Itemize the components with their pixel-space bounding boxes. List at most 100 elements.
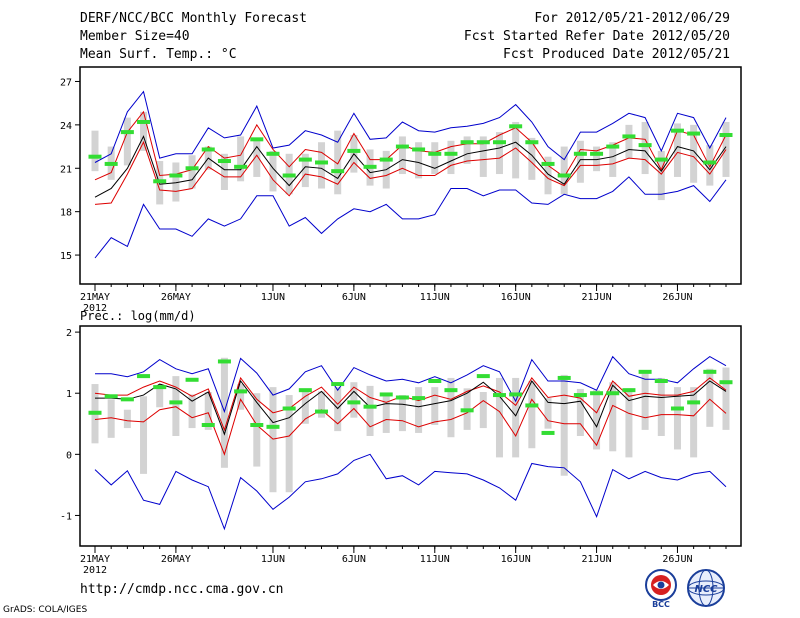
- panel-2-spread-box: [382, 393, 390, 433]
- panel-2-spread-box: [657, 377, 665, 436]
- panel-1-x-tick-label: 26MAY: [161, 292, 191, 303]
- panel-1-spread-box: [609, 142, 617, 177]
- panel-1-median-marker: [250, 137, 264, 142]
- panel-1-spread-box: [398, 136, 406, 175]
- panel-2-median-marker: [654, 379, 668, 383]
- panel-1-spread-box: [172, 162, 180, 202]
- panel-2-title: Prec.: log(mm/d): [80, 309, 196, 323]
- panel-1-median-marker: [282, 173, 296, 178]
- panel-2-spread-box: [301, 390, 309, 424]
- panel-1-median-marker: [201, 147, 215, 152]
- panel-1-spread-box: [237, 136, 245, 182]
- panel-1-x-tick-label: 6JUN: [342, 292, 366, 303]
- fcst-produced-date: Fcst Produced Date 2012/05/21: [503, 47, 730, 62]
- panel-2-series-lower: [94, 398, 727, 456]
- panel-1-spread-box: [560, 146, 568, 195]
- panel-1-x-tick-label: 11JUN: [420, 292, 450, 303]
- panel-2-spread-box: [495, 377, 503, 458]
- panel-1-spread-box: [673, 123, 681, 177]
- panel-2-median-marker: [638, 369, 652, 374]
- grads-credit: GrADS: COLA/IGES: [3, 605, 88, 615]
- panel-1-spread-box: [706, 145, 714, 186]
- panel-1-x-tick-label: 21MAY: [80, 292, 110, 303]
- panel-2-median-marker: [622, 388, 636, 393]
- panel-1-frame: [79, 66, 742, 285]
- panel-2-spread-box: [528, 381, 536, 449]
- panel-1-median-marker: [557, 173, 571, 178]
- panel-2-x-tick-label: 21JUN: [582, 554, 612, 565]
- panel-1-spread-box: [512, 121, 520, 179]
- chart-title: DERF/NCC/BCC Monthly Forecast: [80, 11, 307, 26]
- panel-1-series-mean: [94, 135, 727, 198]
- panel-1-series-min: [94, 176, 727, 259]
- panel-1-y-tick-label: 15: [60, 251, 72, 262]
- panel-2-series-mean: [95, 379, 727, 436]
- panel-2-spread-box: [269, 387, 277, 493]
- panel-2-spread-box: [188, 394, 196, 429]
- panel-1-series-upper: [94, 110, 727, 181]
- panel-2-median-marker: [476, 374, 490, 379]
- panel-1-median-marker: [719, 132, 733, 137]
- panel-2-y-tick-label: -1: [60, 511, 72, 522]
- panel-2-spread-box: [560, 374, 568, 476]
- source-url[interactable]: http://cmdp.ncc.cma.gov.cn: [80, 582, 284, 597]
- panel-2-spread-box: [366, 385, 374, 436]
- panel-2-median-marker: [719, 380, 733, 385]
- panel-1-median-marker: [509, 124, 523, 129]
- panel-2-median-marker: [250, 423, 264, 427]
- panel-2-x-tick-label: 16JUN: [501, 554, 531, 565]
- panel-1-median-marker: [363, 164, 377, 169]
- panel-1-median-marker: [315, 160, 329, 165]
- panel-1-median-marker: [104, 161, 118, 166]
- panel-1-median-marker: [670, 128, 684, 133]
- panel-2-spread-box: [690, 387, 698, 458]
- panel-1-spread-box: [641, 121, 649, 175]
- panel-1-median-marker: [622, 134, 636, 139]
- panel-2-median-marker: [444, 388, 458, 393]
- panel-1-median-marker: [590, 151, 604, 156]
- panel-2-median-marker: [363, 404, 377, 409]
- panel-1-median-marker: [266, 151, 280, 156]
- panel-1-median-marker: [525, 140, 539, 145]
- panel-1-spread-box: [269, 150, 277, 192]
- panel-1-spread-box: [495, 132, 503, 175]
- panel-2-spread-box: [625, 388, 633, 458]
- panel-1-spread-box: [528, 137, 536, 180]
- panel-2-median-marker: [347, 400, 361, 405]
- panel-2-spread-box: [318, 391, 326, 418]
- panel-2-median-marker: [282, 406, 296, 411]
- panel-2-spread-box: [673, 387, 681, 450]
- panel-1-median-marker: [88, 154, 102, 159]
- panel-2-x-tick-label: 21MAY: [80, 554, 110, 565]
- panel-2-median-marker: [315, 409, 329, 414]
- variable-label: Mean Surf. Temp.: °C: [80, 47, 237, 62]
- panel-2-median-marker: [137, 374, 151, 379]
- panel-2-spread-box: [479, 392, 487, 429]
- panel-2-spread-box: [641, 370, 649, 430]
- panel-2-median-marker: [298, 388, 312, 393]
- panel-1-spread-box: [188, 155, 196, 189]
- panel-2-median-marker: [395, 395, 409, 400]
- panel-1-spread-box: [625, 124, 633, 159]
- panel-2-median-marker: [573, 393, 587, 398]
- panel-2-median-marker: [153, 385, 167, 390]
- panel-2-spread-box: [140, 396, 148, 474]
- bcc-logo: BCC: [645, 569, 677, 608]
- panel-2-x-tick-label: 26MAY: [161, 554, 191, 565]
- panel-2-median-marker: [88, 410, 102, 415]
- panel-1-year-label: 2012: [83, 303, 107, 314]
- panel-2-median-marker: [492, 393, 506, 398]
- panel-2-series-upper: [94, 376, 727, 432]
- panel-2-spread-box: [722, 367, 730, 430]
- panel-2-spread-box: [431, 387, 439, 425]
- panel-1-median-marker: [137, 119, 151, 124]
- panel-1-spread-box: [463, 136, 471, 164]
- ncc-logo-text: NCC: [694, 584, 718, 595]
- panel-2-spread-box: [609, 382, 617, 452]
- panel-1-x-tick-label: 26JUN: [662, 292, 692, 303]
- panel-1-spread-box: [334, 130, 342, 195]
- panel-2-year-label: 2012: [83, 565, 107, 576]
- panel-1-y-tick-label: 27: [60, 77, 72, 88]
- panel-1-median-marker: [298, 157, 312, 162]
